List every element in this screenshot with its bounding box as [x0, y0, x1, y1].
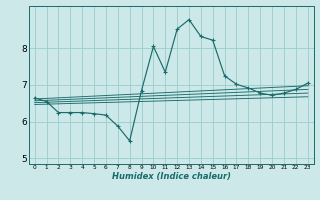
X-axis label: Humidex (Indice chaleur): Humidex (Indice chaleur)	[112, 172, 231, 181]
